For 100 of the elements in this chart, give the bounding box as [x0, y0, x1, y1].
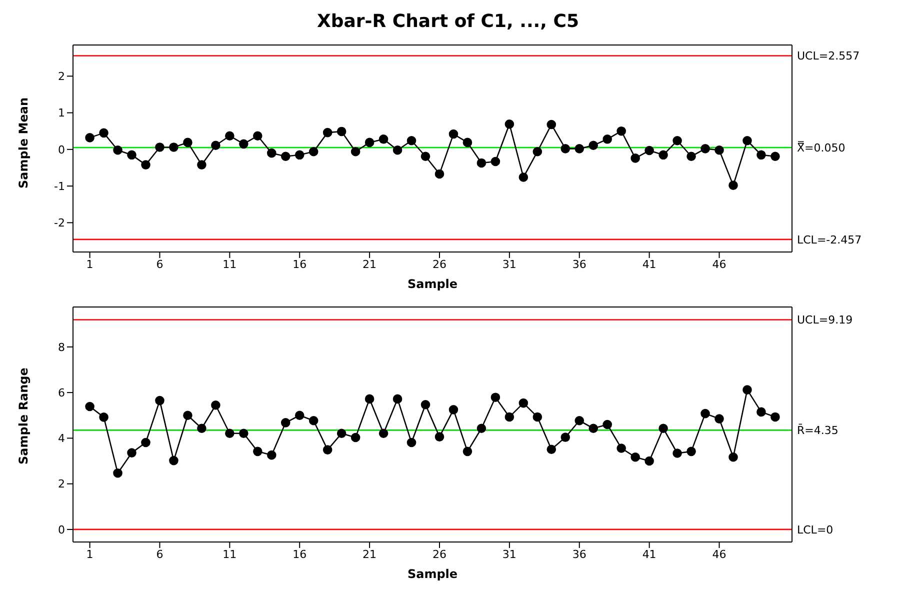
x-tick-label: 41 [642, 258, 656, 271]
point [616, 126, 626, 136]
x-tick-label: 41 [642, 548, 656, 561]
point [518, 398, 528, 408]
x-tick-label: 31 [502, 258, 516, 271]
point [728, 452, 738, 462]
point [113, 146, 122, 155]
point [686, 446, 696, 456]
y-tick-label: 4 [58, 432, 65, 446]
x-tick-label: 46 [712, 258, 726, 271]
point [308, 146, 318, 156]
point [714, 146, 724, 155]
point [197, 160, 206, 170]
ref-line-label: X̿=0.050 [797, 140, 846, 154]
x-tick-label: 1 [86, 258, 94, 271]
point [658, 150, 668, 160]
point [700, 144, 710, 154]
point [630, 452, 640, 462]
y-axis-title: Sample Mean [16, 98, 30, 188]
point [574, 144, 584, 154]
x-tick-label: 36 [572, 258, 586, 271]
y-tick-label: -1 [54, 180, 65, 193]
point [280, 418, 290, 428]
x-tick-label: 1 [86, 548, 94, 561]
point [742, 136, 752, 146]
y-tick-label: 2 [58, 478, 65, 491]
point [364, 394, 374, 404]
point [155, 142, 164, 152]
point [504, 412, 514, 422]
point [434, 432, 444, 442]
point [462, 138, 472, 148]
point [532, 412, 542, 422]
point [490, 392, 500, 402]
point [742, 385, 752, 394]
point [406, 438, 416, 448]
point [239, 428, 248, 438]
point [448, 405, 458, 414]
point [127, 150, 136, 160]
x-tick-label: 11 [222, 258, 237, 271]
point [127, 448, 136, 458]
point [714, 414, 724, 424]
y-axis-title: Sample Range [16, 368, 30, 464]
point [588, 140, 598, 150]
point [113, 468, 122, 478]
x-tick-label: 31 [502, 548, 516, 561]
point [462, 446, 472, 456]
point [420, 152, 430, 162]
point [364, 138, 374, 148]
x-axis-title: Sample [407, 277, 458, 291]
point [686, 152, 696, 162]
point [700, 408, 710, 418]
ref-line-label: LCL=-2.457 [797, 233, 862, 246]
point [266, 148, 276, 158]
point [85, 402, 94, 412]
point [350, 432, 360, 442]
point [183, 138, 192, 148]
x-tick-label: 21 [362, 548, 377, 561]
point [630, 154, 640, 163]
point [99, 128, 108, 138]
point [211, 140, 220, 150]
x-tick-label: 21 [362, 258, 377, 271]
y-tick-label: 6 [58, 386, 65, 400]
point [294, 410, 304, 420]
point [560, 144, 570, 154]
point [560, 432, 570, 442]
point [504, 119, 514, 129]
point [322, 445, 332, 454]
point [644, 456, 654, 466]
point [602, 420, 612, 430]
y-tick-label: 0 [58, 143, 65, 156]
point [378, 428, 388, 438]
x-tick-label: 26 [432, 258, 446, 271]
point [155, 396, 164, 406]
y-tick-label: 1 [58, 106, 65, 120]
point [756, 407, 766, 417]
point [294, 150, 304, 160]
point [588, 424, 598, 434]
point [672, 448, 682, 458]
point [336, 428, 346, 438]
y-tick-label: 8 [58, 340, 65, 354]
point [211, 400, 220, 410]
point [392, 394, 402, 404]
point [350, 146, 360, 156]
point [252, 131, 262, 141]
point [392, 146, 402, 155]
point [756, 150, 766, 160]
point [169, 456, 178, 466]
x-tick-label: 26 [432, 548, 446, 561]
point [616, 444, 626, 453]
point [770, 412, 780, 422]
point [197, 424, 206, 434]
point [434, 169, 444, 179]
x-tick-label: 36 [572, 548, 586, 561]
ref-line-label: UCL=9.19 [797, 314, 853, 327]
point [546, 444, 556, 454]
y-tick-label: 2 [58, 70, 65, 84]
x-tick-label: 16 [292, 548, 307, 561]
point [672, 136, 682, 146]
point [476, 158, 486, 168]
point [378, 134, 388, 144]
